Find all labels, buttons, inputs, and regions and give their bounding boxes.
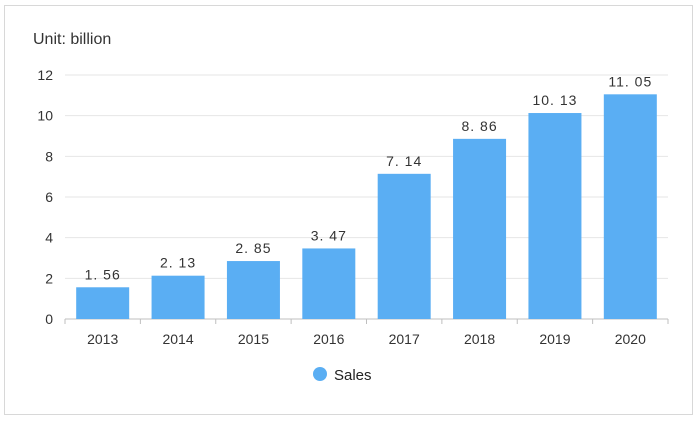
x-tick-label: 2020 xyxy=(615,331,646,347)
bar-2019 xyxy=(528,113,582,319)
data-label-2016: 3. 47 xyxy=(311,227,347,243)
x-tick-label: 2019 xyxy=(539,331,570,347)
x-tick-label: 2016 xyxy=(313,331,344,347)
data-label-2015: 2. 85 xyxy=(235,240,271,256)
unit-label: Unit: billion xyxy=(33,31,112,48)
y-tick-label: 6 xyxy=(45,189,53,205)
y-tick-label: 12 xyxy=(37,67,53,83)
bar-2016 xyxy=(302,248,356,319)
legend-marker xyxy=(313,367,327,381)
bar-2013 xyxy=(76,287,130,319)
y-tick-label: 0 xyxy=(45,311,53,327)
data-label-2020: 11. 05 xyxy=(608,73,652,89)
y-tick-label: 10 xyxy=(37,108,53,124)
bar-2020 xyxy=(603,94,657,319)
y-tick-label: 2 xyxy=(45,270,53,286)
bar-2018 xyxy=(453,138,507,319)
bar-2015 xyxy=(226,261,280,319)
x-tick-label: 2014 xyxy=(162,331,193,347)
x-tick-label: 2015 xyxy=(238,331,269,347)
x-tick-label: 2018 xyxy=(464,331,495,347)
bar-2014 xyxy=(151,275,205,319)
y-tick-label: 8 xyxy=(45,148,53,164)
x-tick-label: 2017 xyxy=(389,331,420,347)
data-label-2014: 2. 13 xyxy=(160,255,196,271)
legend-label: Sales xyxy=(334,367,372,384)
data-label-2017: 7. 14 xyxy=(386,153,422,169)
x-tick-label: 2013 xyxy=(87,331,118,347)
y-tick-label: 4 xyxy=(45,230,53,246)
data-label-2018: 8. 86 xyxy=(461,118,497,134)
bar-2017 xyxy=(377,173,431,319)
data-label-2013: 1. 56 xyxy=(85,266,121,282)
data-label-2019: 10. 13 xyxy=(532,92,577,108)
